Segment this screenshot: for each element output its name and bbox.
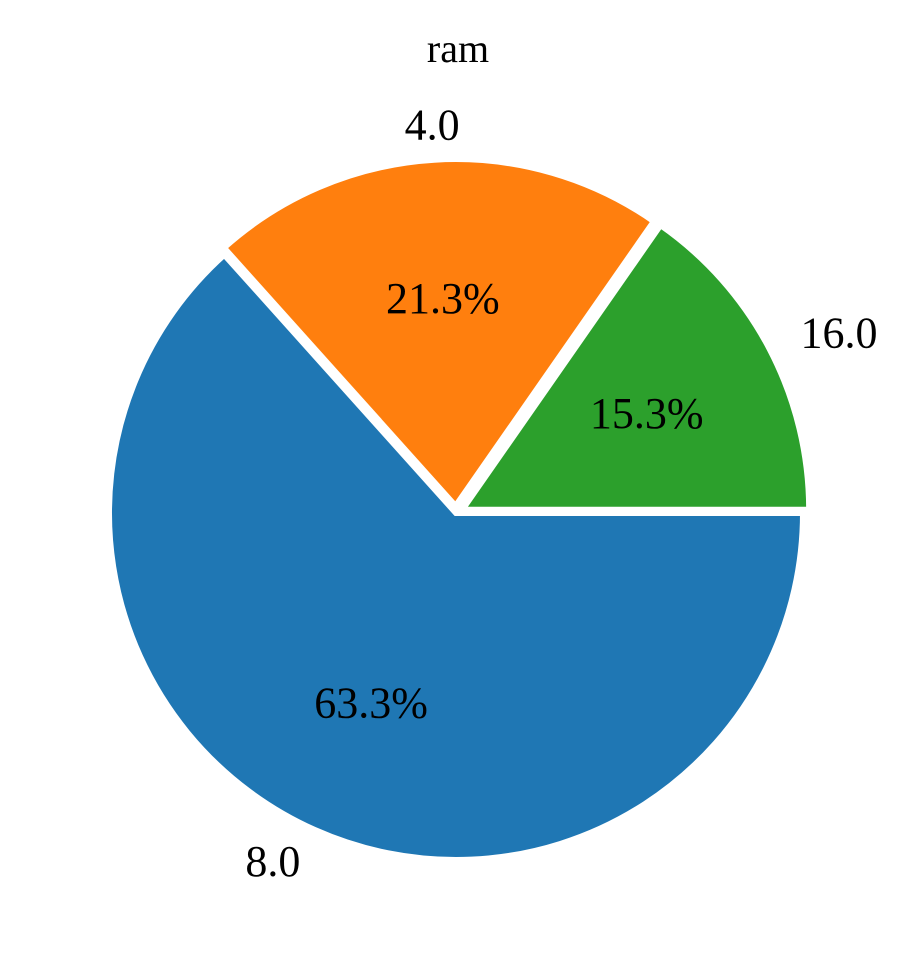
slice-label-4-0: 4.0 [405,101,460,150]
pie-slice-4-0 [219,156,659,511]
slice-label-8-0: 8.0 [245,837,300,886]
pie-labels: 8.0 63.3% 4.0 21.3% 16.0 15.3% [245,101,877,886]
slice-percent-4-0: 21.3% [386,274,500,323]
slice-label-16-0: 16.0 [801,309,878,358]
slice-percent-16-0: 15.3% [590,389,704,438]
pie-slices [106,156,813,863]
chart-title: ram [427,26,489,71]
pie-slice-8-0 [106,250,807,863]
slice-percent-8-0: 63.3% [314,679,428,728]
pie-slice-16-0 [456,220,813,513]
